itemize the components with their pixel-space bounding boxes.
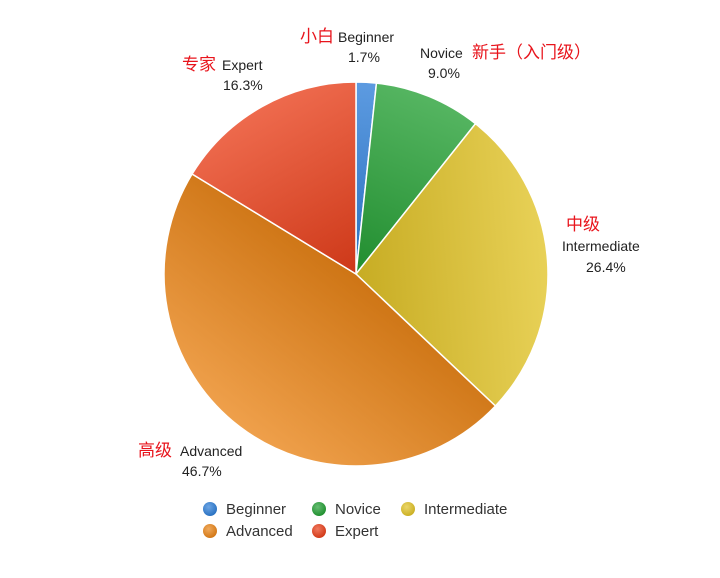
legend-item-novice[interactable]: Novice: [312, 501, 381, 518]
slice-label-zh-intermediate: 中级: [566, 215, 600, 235]
pie-slice-advanced[interactable]: [163, 172, 497, 467]
legend-item-intermediate[interactable]: Intermediate: [401, 501, 507, 518]
legend-item-beginner[interactable]: Beginner: [203, 501, 286, 518]
legend-label-novice: Novice: [335, 501, 381, 518]
slice-label-intermediate: Intermediate: [562, 238, 640, 254]
legend-label-intermediate: Intermediate: [424, 501, 507, 518]
legend-item-advanced[interactable]: Advanced: [203, 523, 293, 540]
legend-swatch-expert: [312, 524, 326, 538]
slice-value-novice: 9.0%: [428, 65, 460, 81]
legend-label-advanced: Advanced: [226, 523, 293, 540]
legend-label-expert: Expert: [335, 523, 379, 540]
slice-value-advanced: 46.7%: [182, 463, 222, 479]
slice-value-expert: 16.3%: [223, 77, 263, 93]
slice-label-zh-expert: 专家: [182, 55, 216, 75]
pie-labels: 小白 Beginner 1.7% 新手（入门级） Novice 9.0% 中级 Interme…: [138, 27, 640, 479]
slice-label-novice: Novice: [420, 45, 463, 61]
pie-slice-novice[interactable]: [354, 82, 477, 277]
legend-item-expert[interactable]: Expert: [312, 523, 379, 540]
pie-slice-expert[interactable]: [191, 81, 357, 276]
slice-label-beginner: Beginner: [338, 29, 394, 45]
legend-swatch-advanced: [203, 524, 217, 538]
slice-label-zh-novice: 新手（入门级）: [472, 43, 591, 63]
slice-label-zh-advanced: 高级: [138, 441, 172, 461]
pie-slices: [163, 81, 549, 467]
legend-swatch-beginner: [203, 502, 217, 516]
slice-label-zh-beginner: 小白: [300, 27, 334, 47]
pie-slice-intermediate[interactable]: [354, 122, 549, 408]
legend-swatch-intermediate: [401, 502, 415, 516]
slice-value-beginner: 1.7%: [348, 49, 380, 65]
legend-label-beginner: Beginner: [226, 501, 286, 518]
legend-swatch-novice: [312, 502, 326, 516]
slice-value-intermediate: 26.4%: [586, 259, 626, 275]
slice-label-advanced: Advanced: [180, 443, 242, 459]
chart-legend: Beginner Novice Intermediate Advanced Expert: [203, 501, 507, 540]
slice-label-expert: Expert: [222, 57, 263, 73]
